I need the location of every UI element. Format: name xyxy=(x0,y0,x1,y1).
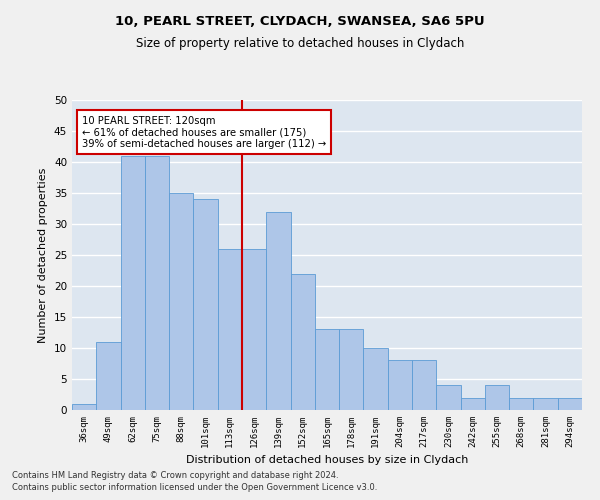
Bar xyxy=(96,342,121,410)
Bar xyxy=(121,156,145,410)
Bar xyxy=(218,249,242,410)
X-axis label: Distribution of detached houses by size in Clydach: Distribution of detached houses by size … xyxy=(186,456,468,466)
Bar xyxy=(364,348,388,410)
Bar xyxy=(315,330,339,410)
Bar xyxy=(169,193,193,410)
Bar xyxy=(436,385,461,410)
Bar xyxy=(339,330,364,410)
Bar xyxy=(242,249,266,410)
Bar xyxy=(558,398,582,410)
Text: Size of property relative to detached houses in Clydach: Size of property relative to detached ho… xyxy=(136,38,464,51)
Text: Contains public sector information licensed under the Open Government Licence v3: Contains public sector information licen… xyxy=(12,484,377,492)
Bar xyxy=(509,398,533,410)
Bar xyxy=(412,360,436,410)
Text: 10 PEARL STREET: 120sqm
← 61% of detached houses are smaller (175)
39% of semi-d: 10 PEARL STREET: 120sqm ← 61% of detache… xyxy=(82,116,326,148)
Bar xyxy=(290,274,315,410)
Bar xyxy=(145,156,169,410)
Bar xyxy=(72,404,96,410)
Bar xyxy=(193,199,218,410)
Y-axis label: Number of detached properties: Number of detached properties xyxy=(38,168,49,342)
Bar xyxy=(533,398,558,410)
Bar xyxy=(266,212,290,410)
Text: Contains HM Land Registry data © Crown copyright and database right 2024.: Contains HM Land Registry data © Crown c… xyxy=(12,471,338,480)
Text: 10, PEARL STREET, CLYDACH, SWANSEA, SA6 5PU: 10, PEARL STREET, CLYDACH, SWANSEA, SA6 … xyxy=(115,15,485,28)
Bar xyxy=(485,385,509,410)
Bar xyxy=(461,398,485,410)
Bar xyxy=(388,360,412,410)
